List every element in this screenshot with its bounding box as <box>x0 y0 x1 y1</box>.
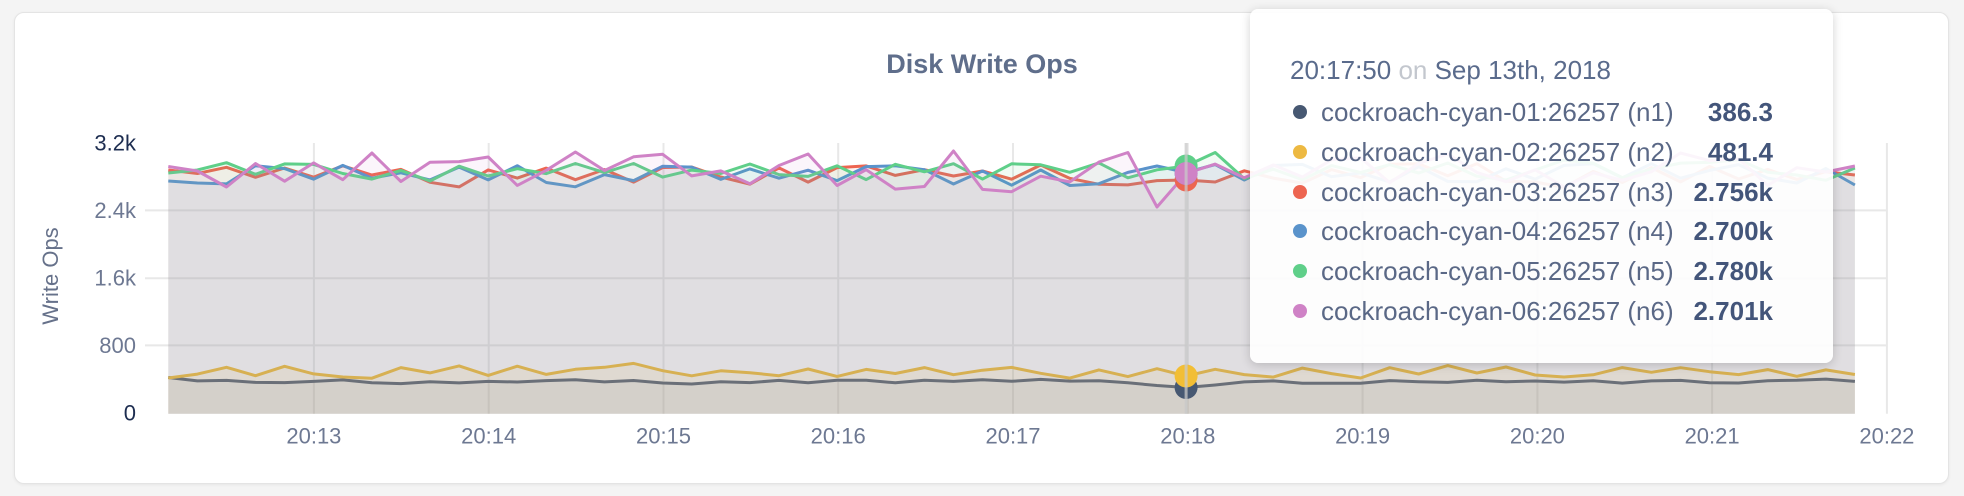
svg-text:0: 0 <box>124 400 136 425</box>
svg-text:20:15: 20:15 <box>636 424 691 449</box>
svg-text:20:19: 20:19 <box>1335 424 1390 449</box>
svg-text:20:18: 20:18 <box>1160 424 1215 449</box>
svg-text:20:22: 20:22 <box>1859 424 1914 449</box>
svg-text:20:21: 20:21 <box>1685 424 1740 449</box>
svg-text:20:17: 20:17 <box>985 424 1040 449</box>
svg-text:20:16: 20:16 <box>811 424 866 449</box>
svg-text:Write Ops: Write Ops <box>38 227 63 324</box>
svg-text:2.4k: 2.4k <box>94 198 137 223</box>
svg-text:1.6k: 1.6k <box>94 266 137 291</box>
svg-text:20:14: 20:14 <box>461 424 516 449</box>
svg-text:20:20: 20:20 <box>1510 424 1565 449</box>
svg-text:3.2k: 3.2k <box>94 131 137 156</box>
svg-text:20:13: 20:13 <box>286 424 341 449</box>
svg-text:800: 800 <box>99 333 136 358</box>
